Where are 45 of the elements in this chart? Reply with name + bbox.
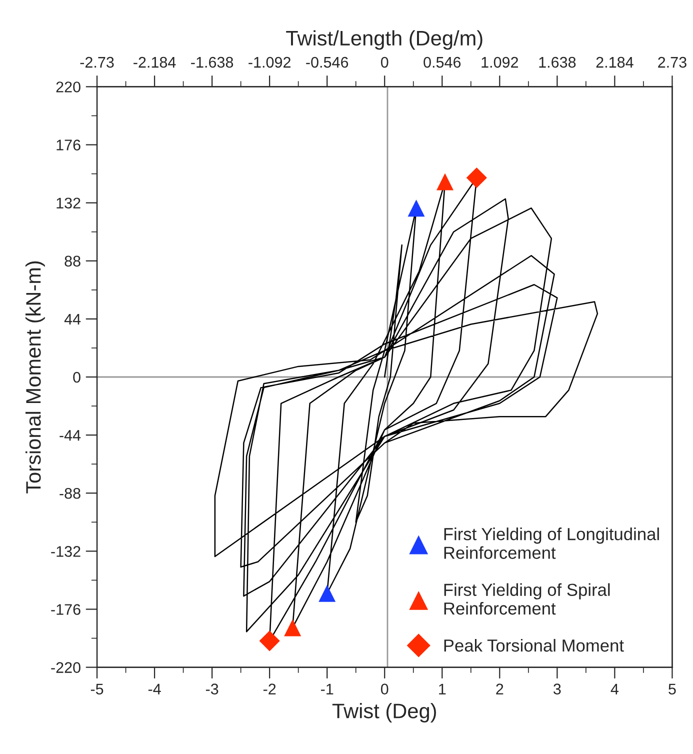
y-tick-label: 176 (56, 140, 80, 150)
point (466, 167, 487, 188)
x2-tick-label: 2.73 (658, 56, 686, 68)
x-tick-label: 3 (554, 684, 561, 694)
x2-tick-label: -2.73 (80, 56, 114, 68)
point (318, 584, 336, 602)
y-tick-label: -176 (51, 604, 80, 615)
x2-tick-label: 0.546 (424, 56, 461, 68)
x-tick-label: -4 (148, 684, 161, 694)
y-tick-label: -44 (60, 430, 81, 441)
x2-tick-label: -0.546 (306, 56, 348, 68)
x-tick-label: -2 (263, 684, 276, 694)
x2-tick-label: -1.092 (248, 56, 290, 68)
y-tick-label: 132 (56, 198, 80, 209)
x-tick-label: -1 (320, 684, 334, 694)
x2-tick-label: 0 (380, 56, 388, 68)
legend-label: First Yielding of Spiral Reinforcement (444, 583, 610, 615)
y-tick-label: 88 (64, 256, 80, 267)
y-tick-label: -88 (60, 488, 80, 499)
y-tick-label: 220 (56, 82, 80, 92)
x-tick-label: 5 (668, 684, 676, 694)
y-tick-label: -220 (51, 662, 80, 673)
point (284, 619, 302, 636)
x-axis-title: Twist (Deg) (332, 703, 436, 722)
legend-label: Peak Torsional Moment (444, 638, 624, 652)
x2-tick-label: -2.184 (134, 56, 176, 68)
y-tick-label: 44 (64, 314, 81, 324)
x2-axis-title: Twist/Length (Deg/m) (286, 30, 482, 50)
x2-tick-label: 1.092 (482, 56, 518, 68)
x-tick-label: 4 (610, 684, 618, 694)
point (259, 630, 280, 652)
legend-label: First Yielding of Longitudinal Reinforcement (444, 528, 659, 559)
x-tick-label: 0 (380, 684, 388, 694)
x2-tick-label: -1.638 (191, 56, 234, 68)
x2-tick-label: 1.638 (539, 56, 576, 68)
point (436, 173, 454, 190)
x2-tick-label: 2.184 (596, 56, 634, 68)
y-axis-title: Torsional Moment (kN-m) (25, 261, 45, 494)
x-tick-label: 2 (496, 684, 504, 694)
x-tick-label: -5 (90, 684, 104, 694)
y-tick-label: -132 (51, 546, 80, 557)
x-tick-label: -3 (206, 684, 218, 694)
x-tick-label: 1 (439, 684, 446, 694)
y-tick-label: 0 (73, 372, 80, 383)
point (408, 200, 425, 217)
